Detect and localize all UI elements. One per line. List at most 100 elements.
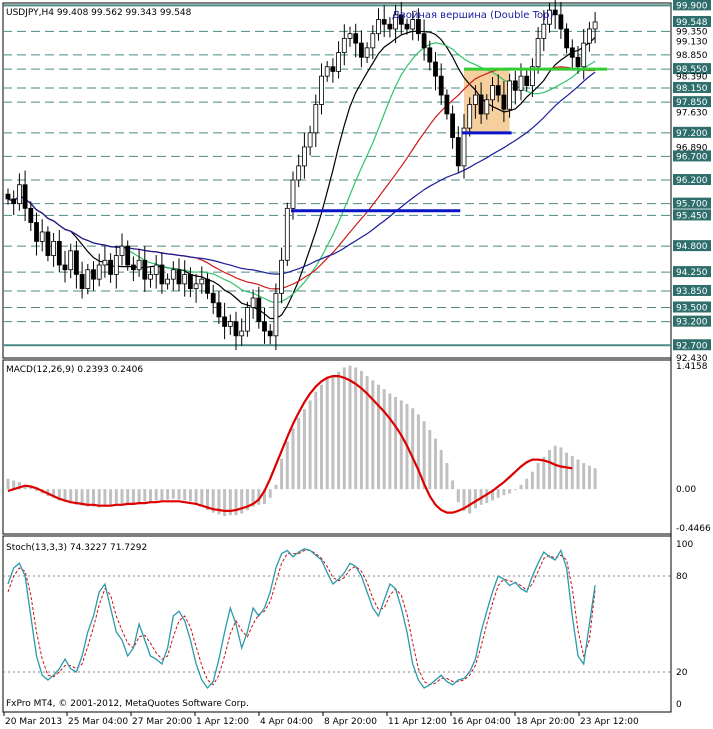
candle-body — [393, 14, 399, 30]
macd-bar — [530, 471, 534, 490]
macd-bar — [200, 489, 204, 507]
candle-body — [244, 307, 250, 332]
candle-body — [364, 47, 370, 58]
candle-body — [427, 47, 433, 63]
macd-bar — [92, 489, 95, 507]
macd-bar — [29, 487, 33, 490]
macd-bar — [126, 489, 130, 504]
price-tick-label: 92.430 — [676, 354, 708, 364]
macd-bar — [188, 489, 192, 502]
macd-bar — [416, 414, 420, 490]
double-top-annotation: Двойная вершина (Double Top) — [392, 10, 553, 21]
macd-tick-label: -0.4466 — [676, 524, 711, 534]
candle-body — [575, 56, 581, 68]
macd-bar — [211, 489, 215, 513]
candle-body — [467, 104, 473, 129]
candle-body — [153, 264, 159, 275]
candle-body — [284, 207, 290, 261]
price-tag-bg — [673, 315, 711, 327]
macd-bar — [274, 484, 278, 490]
time-tick-label: 4 Apr 04:00 — [260, 717, 313, 727]
price-tag-bg — [673, 240, 711, 252]
macd-bar — [348, 365, 352, 490]
moving-average-line — [7, 42, 596, 304]
candle-body — [11, 198, 17, 205]
macd-bar — [240, 489, 244, 514]
candle-body — [301, 146, 307, 167]
candle-body — [381, 19, 387, 25]
moving-average-line — [7, 71, 596, 275]
candle-body — [125, 245, 131, 266]
candle-body — [159, 264, 165, 285]
candle-body — [91, 269, 96, 280]
candle-body — [324, 66, 330, 77]
macd-bar — [52, 489, 56, 498]
price-tag-bg — [673, 15, 711, 27]
time-tick-label: 23 Apr 12:00 — [580, 717, 639, 727]
macd-bar — [217, 489, 221, 515]
macd-bar — [542, 456, 546, 490]
candle-body — [353, 33, 359, 44]
candle-body — [119, 245, 125, 256]
macd-bar — [456, 489, 460, 503]
price-tick-label: 95.700 — [676, 200, 708, 210]
price-tick-label: 99.130 — [676, 38, 708, 48]
price-tag-bg — [673, 81, 711, 93]
macd-bar — [422, 421, 426, 490]
candlesticks — [5, 0, 598, 350]
price-tick-label: 98.150 — [676, 84, 708, 94]
candle-body — [444, 94, 450, 115]
candle-body — [34, 222, 39, 242]
macd-bar — [131, 489, 135, 504]
candle-body — [267, 330, 273, 337]
candle-body — [262, 321, 267, 332]
candle-body — [313, 104, 319, 134]
candle-body — [450, 113, 456, 138]
price-tag-bg — [673, 0, 711, 11]
candle-body — [387, 23, 393, 30]
candle-body — [199, 278, 205, 285]
macd-bar — [359, 370, 363, 490]
macd-bar — [137, 489, 141, 503]
stoch-level-lines — [3, 575, 671, 673]
candle-body — [307, 132, 313, 148]
time-axis: 20 Mar 2013 25 Mar 04:00 27 Mar 20:00 1 Apr… — [3, 712, 639, 727]
candle-body — [507, 80, 513, 110]
price-tick-label: 95.450 — [676, 211, 708, 221]
price-tag-bg — [673, 150, 711, 162]
macd-bar — [171, 489, 175, 499]
macd-bar — [80, 489, 84, 506]
macd-bar — [587, 465, 591, 490]
time-tick-label: 18 Apr 20:00 — [516, 717, 575, 727]
macd-bar — [337, 371, 341, 490]
candle-body — [113, 255, 119, 275]
candle-body — [569, 47, 575, 58]
macd-bar — [434, 438, 437, 490]
price-tick-label: 97.630 — [676, 109, 708, 119]
price-tick-label: 93.200 — [676, 318, 708, 328]
candle-body — [541, 23, 547, 39]
macd-bar — [63, 489, 67, 503]
candle-body — [227, 321, 233, 327]
macd-bar — [154, 489, 158, 501]
price-tick-label: 99.548 — [676, 18, 708, 28]
macd-bar — [291, 428, 295, 490]
macd-bar — [570, 456, 574, 490]
candle-body — [552, 9, 558, 16]
candle-body — [256, 297, 262, 323]
macd-bar — [35, 489, 38, 491]
macd-bar — [234, 489, 238, 516]
price-tick-label: 92.700 — [676, 341, 708, 351]
candle-body — [205, 278, 210, 294]
macd-bar — [120, 489, 124, 504]
price-tag-bg — [673, 197, 711, 209]
macd-bar — [354, 367, 358, 490]
macd-bar — [485, 489, 489, 504]
macd-bar — [576, 459, 580, 490]
price-tag-bg — [673, 174, 711, 186]
candle-body — [455, 137, 461, 167]
macd-bar — [149, 489, 152, 502]
candle-body — [501, 94, 507, 110]
macd-bar — [314, 391, 318, 490]
candle-body — [74, 250, 79, 275]
